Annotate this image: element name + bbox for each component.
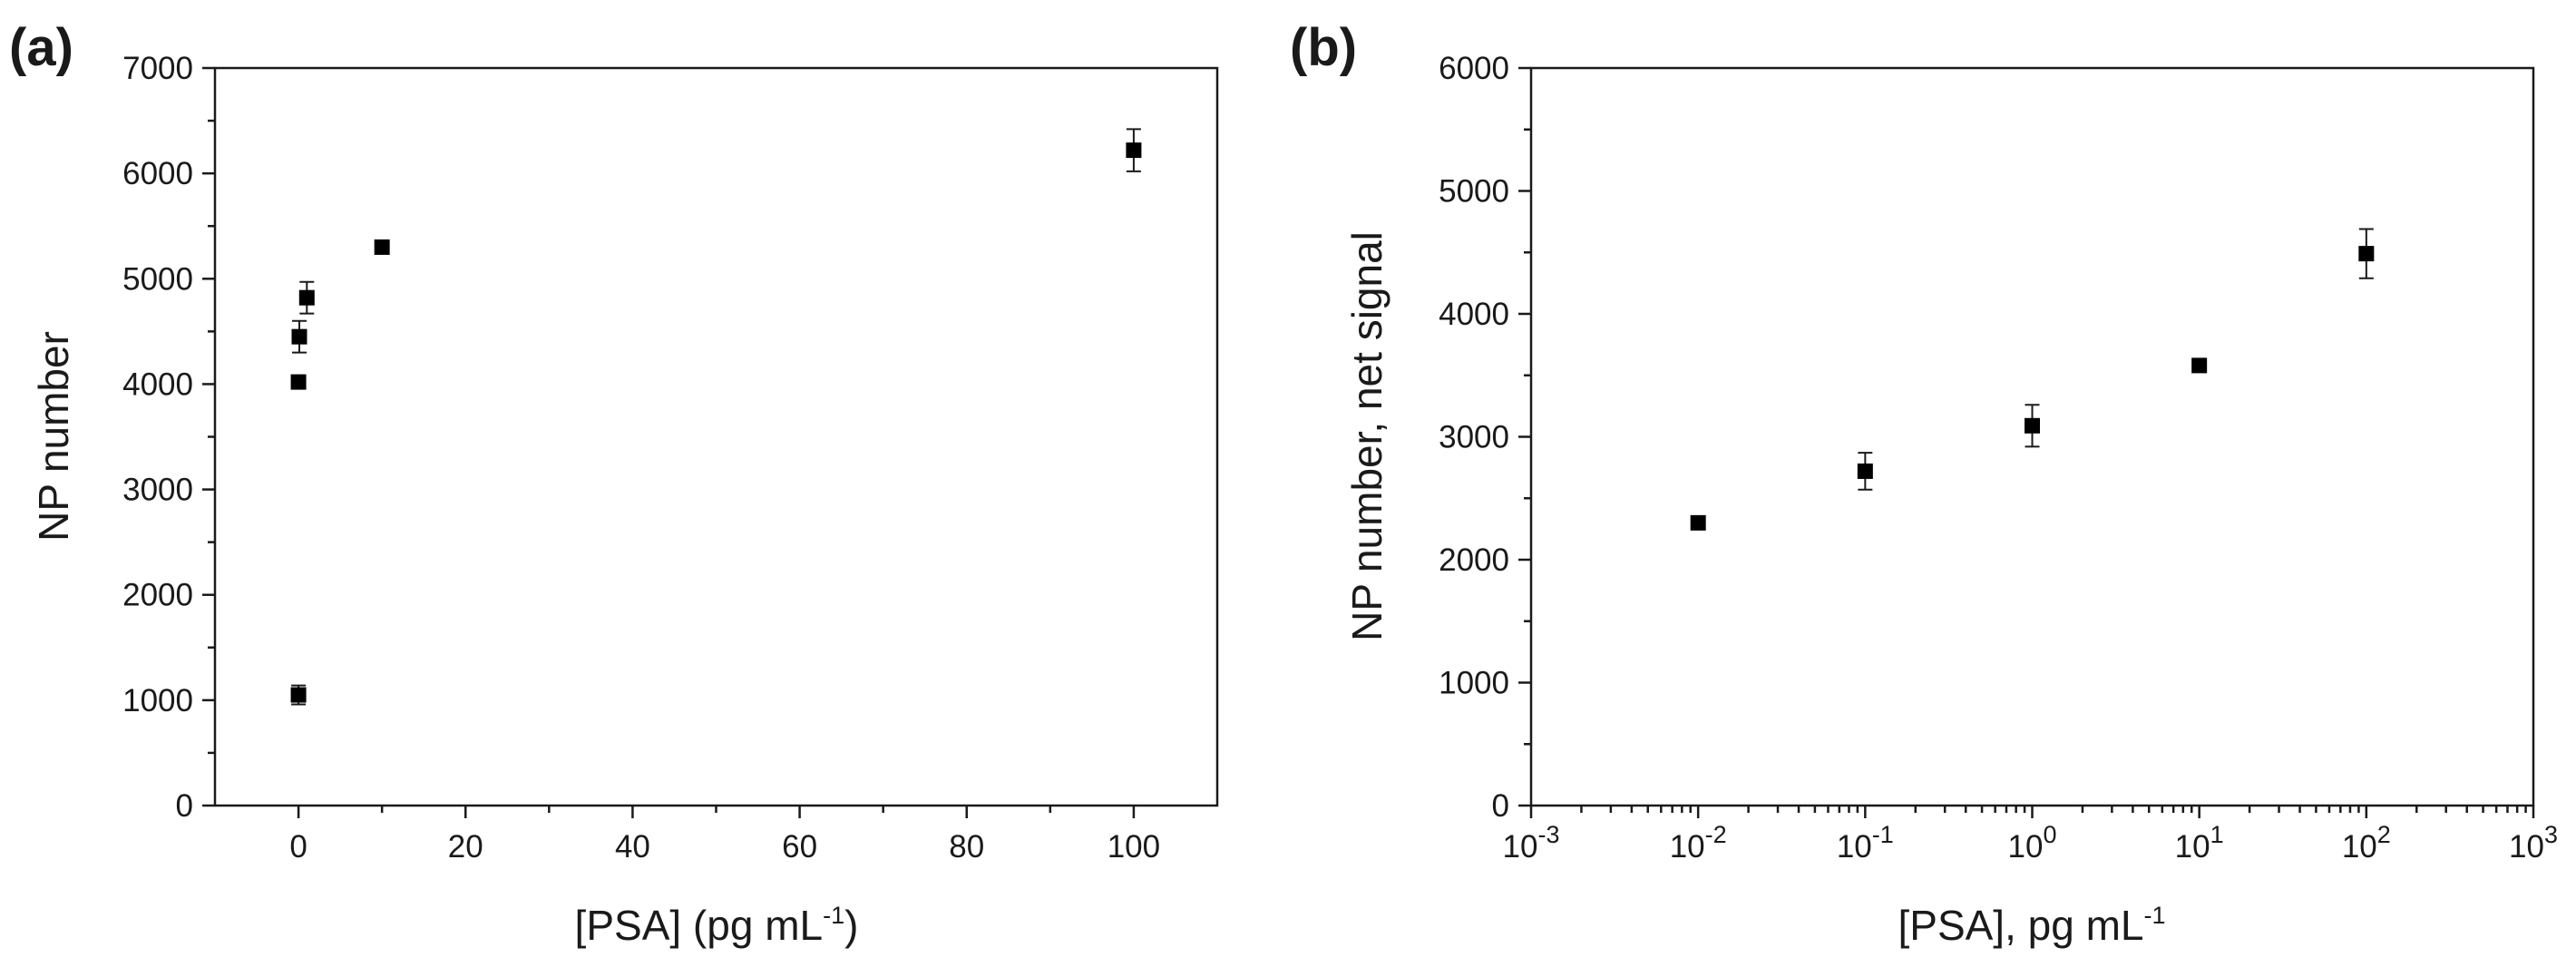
panel-a-ticks [202,66,1136,818]
panel-b-y-tick-label: 2000 [1439,542,1509,578]
panel-b-x-tick-label: 103 [2509,821,2558,865]
panel-a-data-points [290,128,1142,706]
panel-b-data-point [2025,417,2040,434]
panel-a-y-tick-label: 1000 [122,683,193,718]
panel-a: (a) 0 20 40 60 80 100 0 1000 2000 3000 4000 5000 60… [9,18,1219,949]
panel-a-x-axis-title: [PSA] (pg mL-1) [575,902,859,949]
panel-b-data-point [1857,463,1873,479]
panel-b: (b) 10-3 10-2 10-1 100 101 102 103 0 1000 2000 30… [1290,18,2558,949]
panel-b-y-tick-label: 1000 [1439,666,1509,701]
panel-b-y-tick-label: 4000 [1439,297,1509,332]
panel-b-y-tick-label: 6000 [1439,51,1509,86]
panel-b-x-tick-label: 100 [2008,821,2057,865]
panel-a-x-tick-label: 80 [949,829,984,865]
panel-a-data-point [1126,142,1142,159]
panel-b-x-tick-labels: 10-3 10-2 10-1 100 101 102 103 [1503,821,2558,865]
panel-b-x-tick-label: 10-1 [1837,821,1894,865]
panel-a-x-tick-label: 0 [289,829,307,865]
panel-a-x-tick-label: 60 [782,829,817,865]
panel-a-x-tick-labels: 0 20 40 60 80 100 [289,829,1160,865]
panel-a-x-tick-label: 20 [448,829,483,865]
panel-b-data-point [1690,514,1706,531]
panel-a-data-point [374,239,390,255]
panel-a-y-tick-labels: 0 1000 2000 3000 4000 5000 6000 7000 [122,51,193,824]
panel-a-y-tick-label: 7000 [122,51,193,86]
panel-a-data-point [291,328,307,345]
panel-a-y-axis-title: NP number [30,331,77,542]
panel-a-y-tick-label: 2000 [122,578,193,613]
panel-b-x-axis-title: [PSA], pg mL-1 [1898,902,2165,949]
panel-b-x-tick-label: 10-3 [1503,821,1560,865]
panel-a-y-tick-label: 0 [176,788,193,824]
panel-a-y-tick-label: 4000 [122,366,193,402]
panel-b-x-tick-label: 102 [2342,821,2391,865]
panel-b-x-tick-label: 10-2 [1670,821,1727,865]
panel-b-ticks [1518,66,2535,818]
panel-a-data-point [290,374,307,390]
panel-b-y-tick-label: 3000 [1439,420,1509,455]
panel-b-y-tick-labels: 0 1000 2000 3000 4000 5000 6000 [1439,51,1509,824]
panel-a-x-tick-label: 100 [1107,829,1160,865]
panel-b-x-tick-label: 101 [2175,821,2224,865]
panel-b-label: (b) [1290,18,1357,77]
panel-a-data-point [290,687,307,703]
panel-a-y-tick-label: 6000 [122,156,193,191]
panel-b-y-axis-title: NP number, net signal [1343,231,1390,641]
panel-a-x-tick-label: 40 [615,829,650,865]
panel-a-label: (a) [9,18,73,77]
panel-a-y-tick-label: 5000 [122,261,193,297]
panel-b-data-point [2358,246,2375,262]
panel-b-data-point [2191,357,2208,374]
panel-a-y-tick-label: 3000 [122,473,193,508]
panel-a-data-point [298,289,315,306]
panel-b-y-tick-label: 0 [1492,788,1509,824]
panel-b-y-tick-label: 5000 [1439,174,1509,210]
panel-b-data-points [1690,228,2375,531]
panel-a-plot-frame [213,66,1219,807]
